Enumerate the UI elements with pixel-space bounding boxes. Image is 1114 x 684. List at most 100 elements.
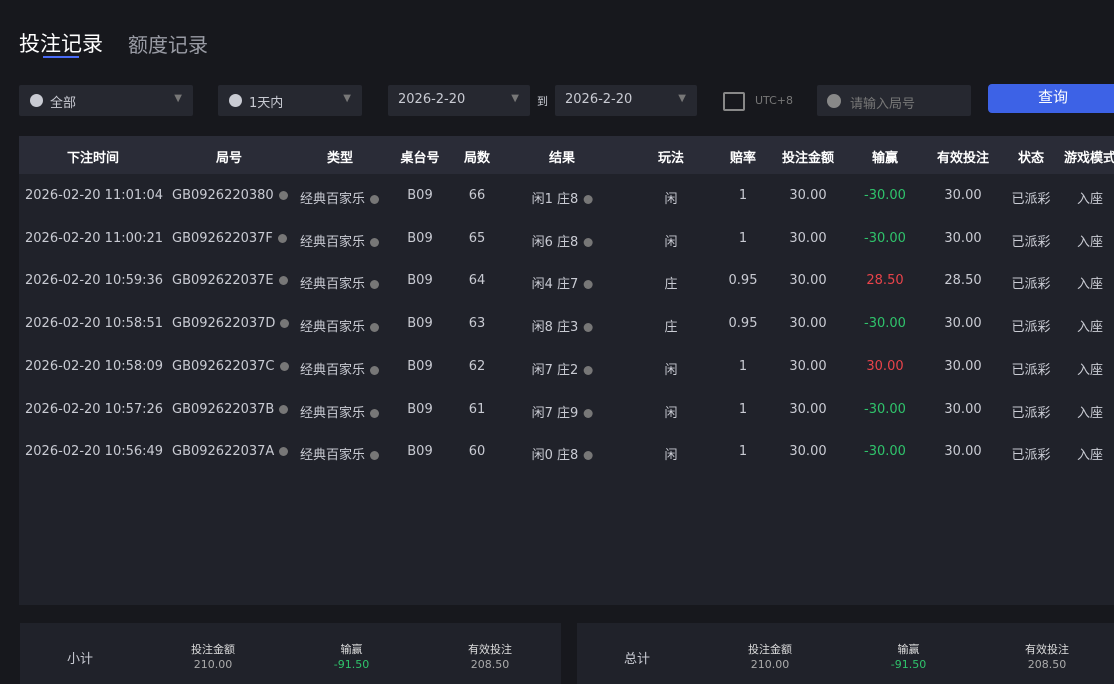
info-icon[interactable] (370, 195, 380, 204)
icon (229, 94, 242, 107)
date-to[interactable]: 2026-2-20 ▼ (555, 85, 697, 116)
cell: 闲 (664, 234, 678, 250)
calendar-icon[interactable] (723, 92, 745, 111)
cell: 62 (468, 358, 486, 374)
info-icon[interactable] (370, 365, 380, 375)
cell: 30.00 (944, 401, 982, 417)
info-icon[interactable] (279, 404, 289, 414)
cell: 0.95 (728, 316, 758, 332)
cell: 闲 (664, 362, 678, 378)
cell: B09 (407, 444, 433, 460)
date-from[interactable]: 2026-2-20 ▼ (388, 85, 530, 116)
cell: 30.00 (944, 188, 982, 203)
info-icon[interactable] (279, 447, 289, 457)
cell: B09 (407, 188, 433, 203)
date-value: 2026-2-20 (398, 92, 466, 107)
placeholder: 请输入局号 (850, 97, 916, 112)
info-icon[interactable] (370, 451, 380, 461)
cell: 30.00 (944, 444, 982, 460)
cell: 30.00 (789, 230, 827, 246)
cell: -30.00 (864, 188, 906, 203)
info-icon[interactable] (583, 451, 593, 461)
summary-item-value: 210.00 (193, 658, 233, 671)
info-icon[interactable] (583, 323, 593, 333)
info-icon[interactable] (583, 195, 593, 204)
cell: 2026-02-20 11:01:04 (25, 188, 164, 203)
cell: 61 (468, 401, 486, 417)
cell: 闲4 庄7 (532, 273, 593, 292)
summary-label: 小计 (66, 652, 94, 667)
cell: 闲8 庄3 (532, 316, 593, 335)
cell: GB092622037B (172, 402, 289, 417)
info-icon[interactable] (280, 319, 290, 329)
cell: 30.00 (944, 358, 982, 374)
period-select[interactable]: 1天内 ▼ (218, 85, 362, 116)
cell: 已派彩 (1011, 192, 1051, 207)
cell: 1 (738, 444, 748, 460)
summary-item-label: 有效投注 (468, 643, 512, 656)
cell: 已派彩 (1011, 234, 1051, 250)
info-icon[interactable] (277, 233, 287, 243)
cell: 经典百家乐 (300, 444, 380, 463)
info-icon[interactable] (583, 237, 593, 247)
cell: -30.00 (864, 401, 906, 417)
summary-item-value: 208.50 (470, 658, 510, 671)
info-icon[interactable] (278, 191, 288, 200)
cell: B09 (407, 230, 433, 246)
cell: GB092622037C (172, 359, 289, 374)
cell: 1 (738, 358, 748, 374)
cell: 30.00 (789, 358, 827, 374)
table-header: 下注时间 局号 类型 桌台号 局数 结果 玩法 赔率 投注金额 输赢 有效投注 状态 游戏模式 (19, 136, 1114, 174)
total-panel: 总计 投注金额 210.00 输赢 -91.50 有效投注 208.50 (577, 623, 1114, 684)
cell: 入座 (1076, 192, 1104, 207)
summary-item-value: -91.50 (890, 658, 927, 671)
cell: 入座 (1076, 362, 1104, 378)
info-icon[interactable] (370, 408, 380, 418)
info-icon[interactable] (370, 323, 380, 333)
cell: B09 (407, 358, 433, 374)
cell: 60 (468, 444, 486, 460)
cell: B09 (407, 401, 433, 417)
cell: 入座 (1076, 234, 1104, 250)
cell: 28.50 (944, 273, 982, 289)
cell: 30.00 (944, 316, 982, 332)
info-icon[interactable] (583, 365, 593, 375)
summary-item-label: 投注金额 (748, 643, 792, 656)
info-icon[interactable] (583, 280, 593, 290)
cell: 入座 (1076, 448, 1104, 464)
summary-item-value: 208.50 (1027, 658, 1067, 671)
cell: 1 (738, 188, 748, 203)
cell: 1 (738, 401, 748, 417)
info-icon[interactable] (279, 361, 289, 371)
cell: GB092622037E (172, 273, 288, 288)
tab[interactable]: 投注记录 (19, 32, 103, 56)
date-value: 2026-2-20 (565, 92, 633, 107)
info-icon[interactable] (370, 237, 380, 247)
tab[interactable]: 额度记录 (128, 33, 208, 57)
query-button[interactable]: 查询 (988, 84, 1114, 113)
cell: 30.00 (944, 230, 982, 246)
cell: 已派彩 (1011, 320, 1051, 336)
column-header: 投注金额 (781, 151, 835, 166)
cell: 30.00 (866, 358, 904, 374)
type-select[interactable]: 全部 ▼ (19, 85, 193, 116)
info-icon[interactable] (370, 280, 380, 290)
to-label: 到 (537, 95, 548, 108)
arrow: ▼ (678, 93, 686, 104)
arrow: ▼ (511, 93, 519, 104)
cell: 1 (738, 230, 748, 246)
round-input[interactable]: 请输入局号 (817, 85, 971, 116)
icon (30, 94, 43, 107)
info-icon[interactable] (278, 276, 288, 286)
cell: 30.00 (789, 401, 827, 417)
cell: 闲1 庄8 (532, 188, 593, 207)
cell: GB0926220380 (172, 188, 288, 203)
cell: 30.00 (789, 444, 827, 460)
cell: GB092622037A (172, 444, 289, 459)
cell: 闲7 庄2 (532, 359, 593, 378)
cell: 经典百家乐 (300, 273, 380, 292)
info-icon[interactable] (583, 408, 593, 418)
column-header: 游戏模式 (1063, 151, 1114, 166)
cell: 63 (468, 316, 486, 332)
